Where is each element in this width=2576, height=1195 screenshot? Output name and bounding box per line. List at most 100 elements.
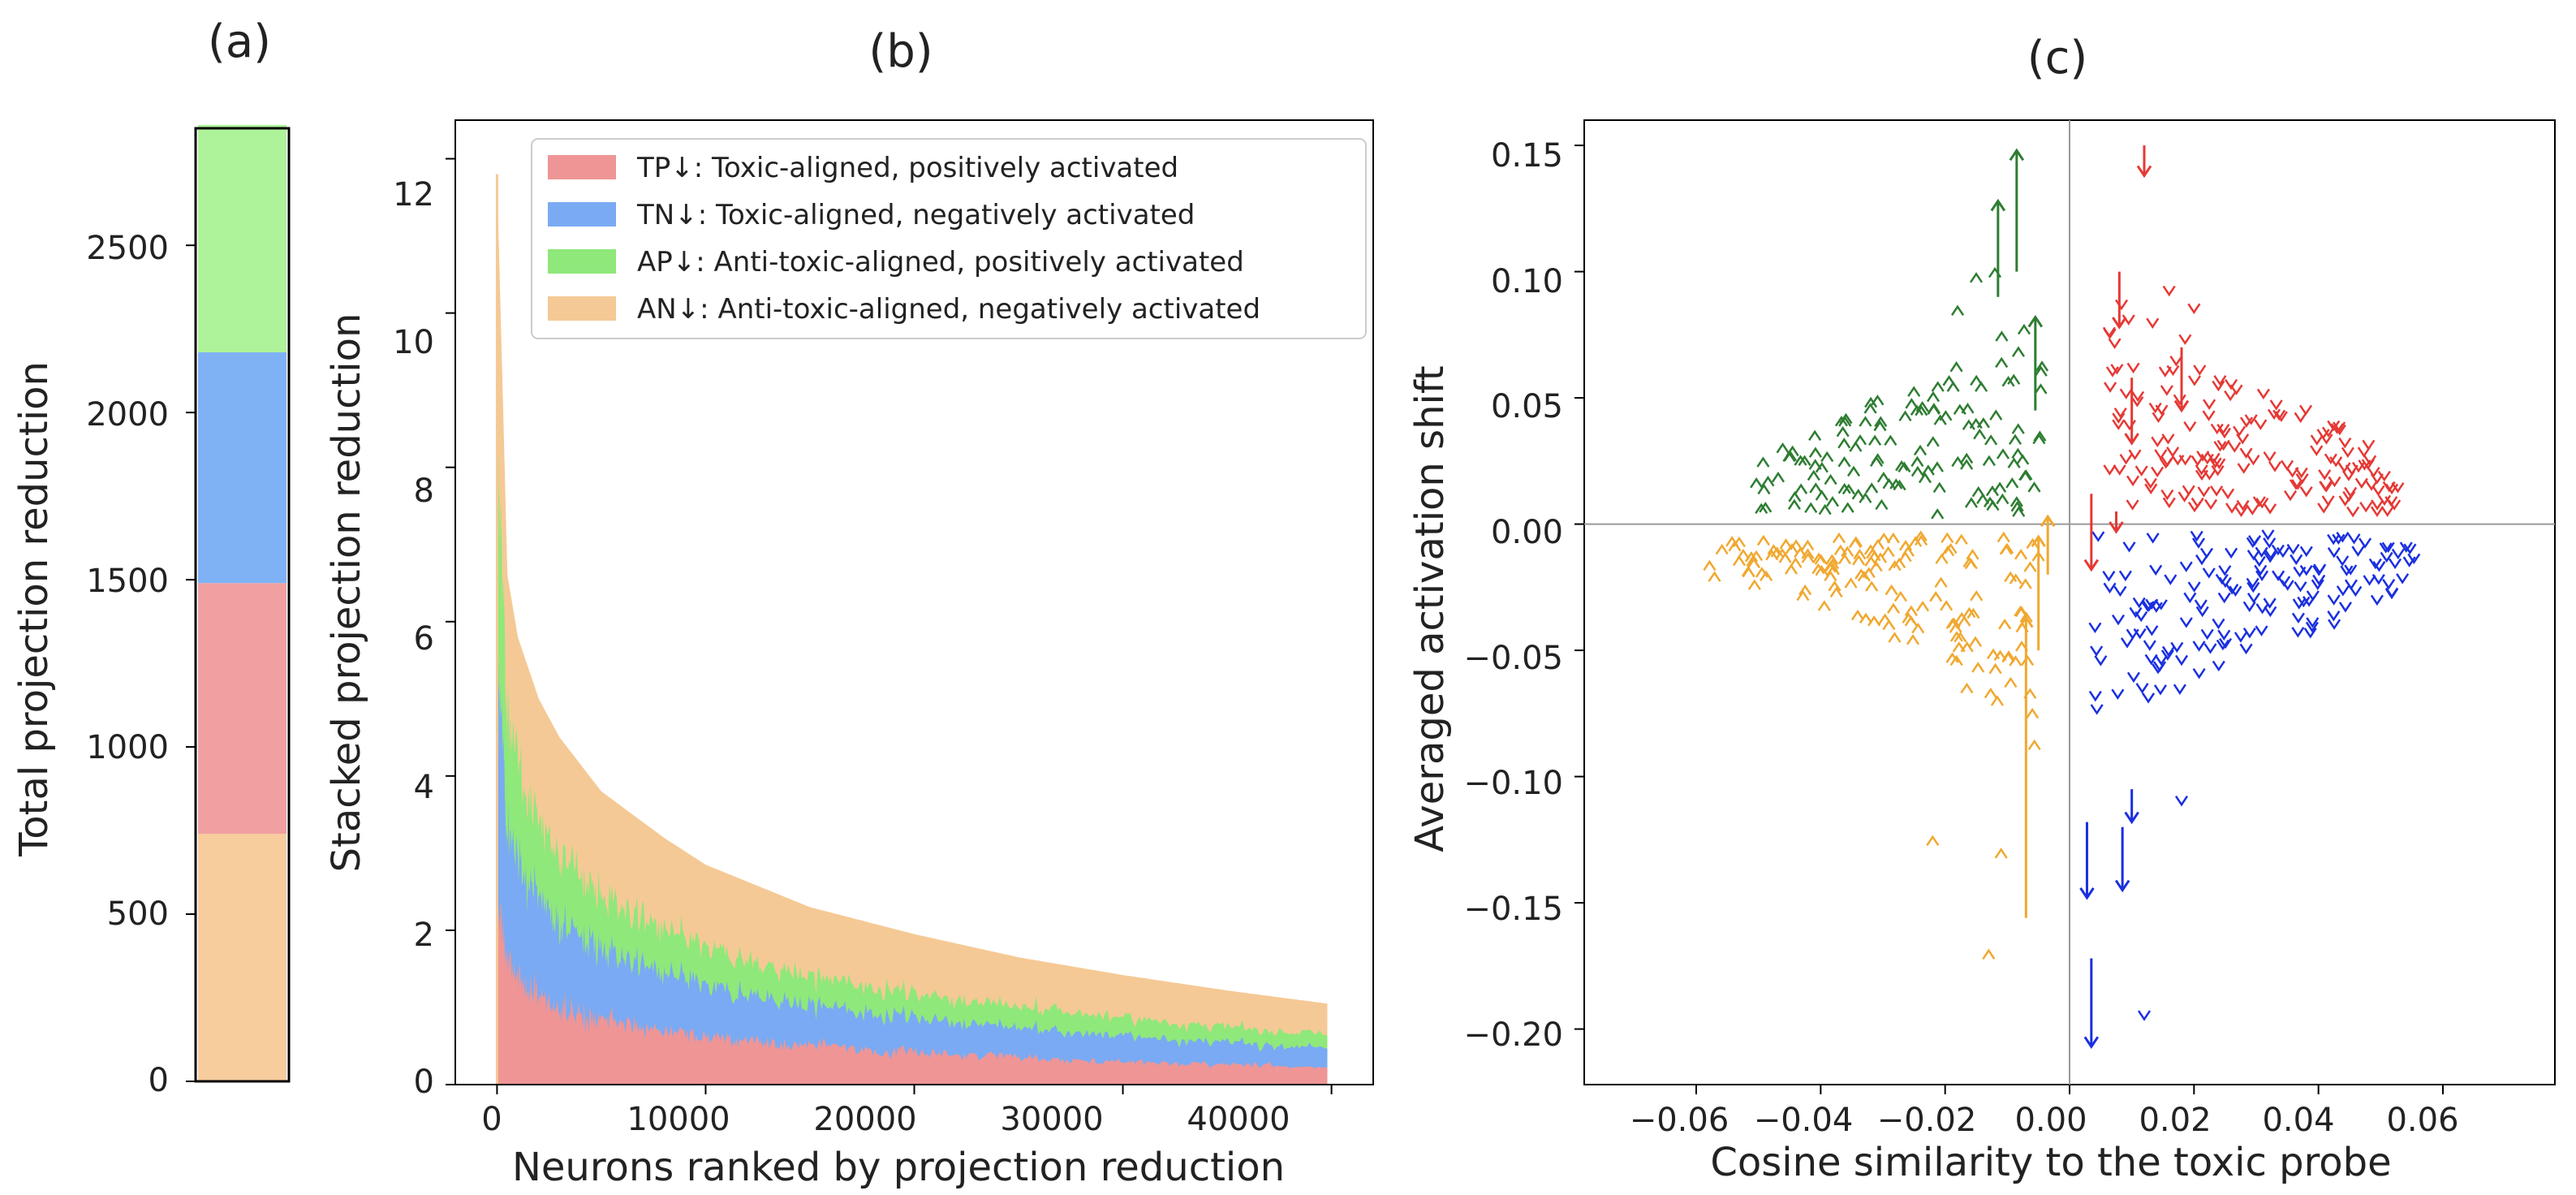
scatter-point-an (2004, 676, 2018, 688)
scatter-point-an (1833, 544, 1847, 556)
panel-c-xtick: 0.02 (2139, 1102, 2211, 1139)
scatter-point-an (1801, 552, 1815, 563)
scatter-point-an (1941, 532, 1954, 544)
scatter-point-ap (1905, 398, 1919, 409)
scatter-point-tn (2203, 643, 2217, 654)
panel-c-axis: −0.20 −0.15 −0.10 −0.05 0.00 0.05 0.10 0… (1407, 137, 2459, 1185)
scatter-point-tn (2327, 547, 2341, 559)
scatter-point-an (1945, 652, 1959, 663)
scatter-point-an (1949, 622, 1962, 633)
scatter-point-tp (2195, 469, 2209, 481)
scatter-point-ap (1824, 473, 1837, 485)
scatter-point-tp (2359, 501, 2373, 513)
scatter-point-an (1741, 565, 1755, 577)
scatter-point-an (1770, 546, 1784, 558)
scatter-point-tp (2143, 477, 2157, 490)
scatter-point-an (1859, 612, 1873, 624)
scatter-point-ap (1926, 390, 1941, 403)
panel-c-ytick: −0.10 (1463, 765, 1563, 802)
panel-b-ytick: 10 (393, 324, 434, 361)
scatter-point-tp (2210, 485, 2224, 497)
panel-c-xtick: 0.00 (2014, 1102, 2087, 1139)
scatter-point-tp (2178, 334, 2192, 346)
scatter-point-an (2014, 606, 2027, 617)
scatter-point-tn (2218, 565, 2232, 576)
scatter-point-an (1848, 537, 1862, 549)
scatter-point-tp (2321, 495, 2335, 507)
scatter-point-tn (2263, 598, 2277, 609)
scatter-point-tp (2151, 466, 2165, 478)
long-arrow-head-tn (2079, 887, 2095, 900)
scatter-point-tp (2190, 455, 2204, 467)
scatter-point-ap (1834, 415, 1848, 427)
scatter-point-tn (2229, 585, 2242, 597)
scatter-point-an (1885, 584, 1898, 596)
scatter-point-ap (1976, 493, 1990, 505)
scatter-point-tn (2192, 668, 2206, 679)
scatter-point-tn (2091, 531, 2105, 542)
scatter-point-tp (2338, 437, 2352, 449)
scatter-point-ap (1907, 386, 1921, 397)
scatter-point-tp (2380, 506, 2394, 517)
scatter-point-tn (2190, 530, 2203, 542)
long-arrow-head-tp (2124, 433, 2139, 446)
scatter-point-tp (2391, 481, 2405, 494)
scatter-point-ap (1962, 419, 1975, 430)
scatter-point-an (1911, 622, 1925, 634)
scatter-point-tn (2291, 627, 2305, 638)
scatter-point-ap (2035, 360, 2049, 372)
scatter-point-an (2014, 549, 2028, 560)
panel-b-ylabel: Stacked projection reduction (324, 313, 369, 873)
scatter-point-ap (1755, 503, 1768, 515)
scatter-point-ap (2012, 506, 2026, 517)
scatter-point-ap (1969, 272, 1984, 283)
scatter-point-an (1940, 600, 1954, 611)
scatter-point-tp (2216, 424, 2230, 435)
scatter-point-tp (2244, 414, 2258, 425)
scatter-point-tp (2207, 452, 2221, 464)
scatter-point-an (1811, 563, 1825, 575)
legend-label-tp: TP↓: Toxic-aligned, positively activated (636, 152, 1178, 184)
scatter-point-tp (2155, 404, 2169, 416)
scatter-point-tp (2269, 399, 2283, 411)
scatter-point-tn (2183, 592, 2197, 604)
panel-c-xtick: 0.06 (2386, 1102, 2458, 1139)
scatter-point-tp (2294, 467, 2308, 479)
scatter-point-tp (2122, 419, 2137, 431)
scatter-point-an (1988, 662, 2002, 675)
scatter-point-tp (2119, 388, 2133, 399)
scatter-point-tn (2328, 619, 2341, 630)
panel-b-ytick: 4 (414, 769, 434, 806)
legend-swatch-tp (548, 155, 616, 179)
scatter-point-tp (2267, 408, 2281, 421)
scatter-point-tn (2195, 606, 2209, 618)
scatter-point-tp (2151, 436, 2165, 448)
scatter-point-ap (1776, 442, 1790, 454)
panel-b-ytick: 0 (414, 1063, 434, 1101)
scatter-point-ap (1970, 374, 1984, 386)
panel-b-ytick: 2 (414, 917, 434, 954)
panel-a-ytick: 500 (107, 895, 169, 933)
scatter-point-tn (2291, 612, 2305, 624)
scatter-point-tn (2399, 541, 2413, 553)
scatter-point-tn (2126, 671, 2140, 684)
scatter-point-ap (1794, 483, 1808, 494)
scatter-point-tp (2370, 473, 2384, 485)
scatter-point-an (1993, 649, 2007, 661)
scatter-point-tn (2338, 602, 2352, 613)
scatter-point-tn (2200, 628, 2214, 641)
scatter-point-tn (2192, 641, 2206, 652)
scatter-point-ap (1910, 404, 1923, 416)
scatter-point-tn (2154, 599, 2168, 610)
scatter-point-an (1914, 530, 1928, 541)
panel-c-xtick: 0.04 (2262, 1102, 2334, 1139)
scatter-point-an (1906, 634, 1920, 645)
scatter-point-tp (2341, 447, 2354, 459)
scatter-point-ap (1771, 471, 1786, 483)
scatter-point-tp (2341, 470, 2355, 481)
scatter-point-tn (2261, 529, 2275, 541)
scatter-point-ap (2027, 481, 2041, 493)
scatter-point-tp (2294, 412, 2307, 424)
scatter-point-an (1949, 654, 1963, 667)
